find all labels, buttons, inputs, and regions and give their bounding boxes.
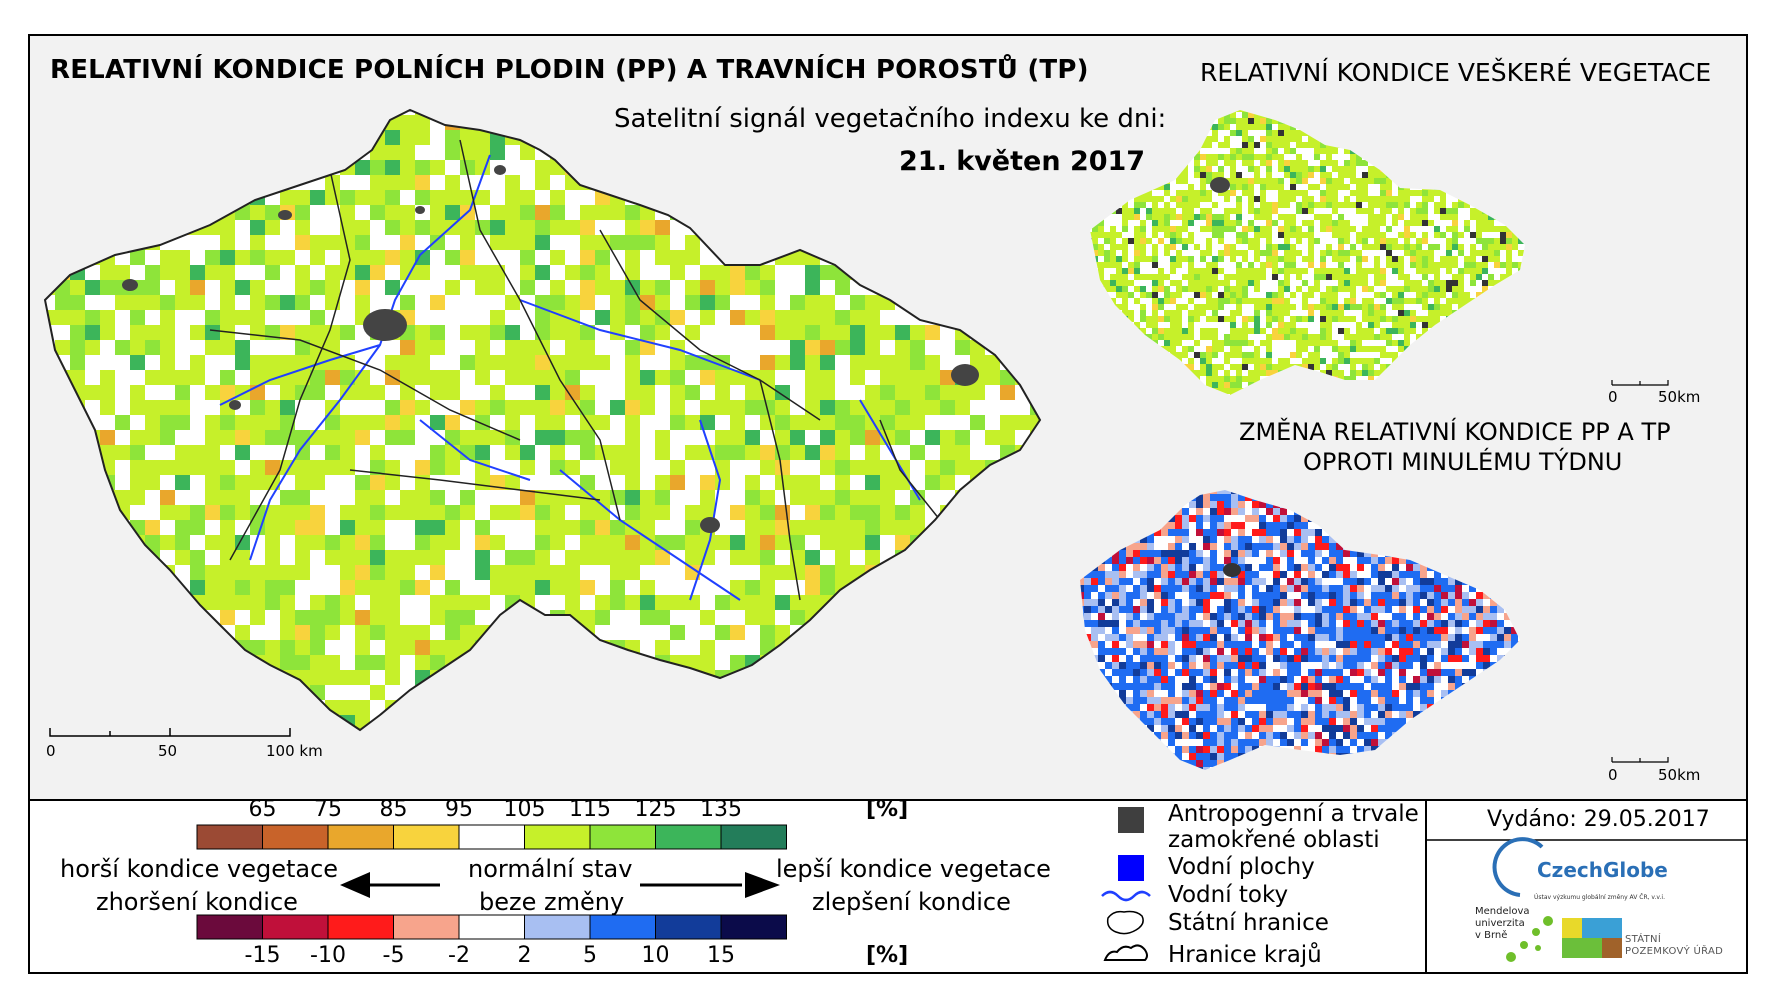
tick-label: 135	[700, 797, 742, 822]
tick-label: -2	[448, 943, 470, 968]
all-vegetation-map	[1090, 110, 1525, 395]
color-swatch	[589, 824, 656, 850]
mendel-logo-icon	[1506, 916, 1553, 962]
top-scale-bar	[1611, 380, 1669, 386]
main-scale-bar	[49, 728, 291, 737]
color-swatch	[655, 824, 722, 850]
tick-label: -5	[382, 943, 405, 968]
bottom-scale-50: 50km	[1658, 766, 1700, 784]
anthropogenic-label-1: Antropogenní a trvale	[1168, 801, 1419, 827]
czechglobe-subtitle: Ústav výzkumu globální změny AV ČR, v.v.…	[1534, 894, 1665, 901]
spu-logo-icon	[1562, 918, 1622, 958]
mendel-logo-text: Mendelova univerzita v Brně	[1475, 906, 1530, 942]
tick-label: 5	[583, 943, 597, 968]
anthropogenic-label-2: zamokřené oblasti	[1168, 827, 1380, 853]
scale-label-0: 0	[46, 742, 56, 760]
worse-arrow	[340, 872, 440, 898]
color-swatch	[655, 914, 722, 940]
color-swatch	[524, 914, 591, 940]
tick-label: 2	[517, 943, 532, 968]
spu-line1: STÁTNÍ	[1625, 934, 1662, 945]
tick-label: -10	[310, 943, 346, 968]
color-swatch	[589, 914, 656, 940]
color-swatch	[327, 824, 394, 850]
main-title: RELATIVNÍ KONDICE POLNÍCH PLODIN (PP) A …	[50, 55, 1089, 85]
spu-logo-text: STÁTNÍ POZEMKOVÝ ÚŘAD	[1625, 934, 1723, 958]
better-arrow	[640, 872, 780, 898]
better-line1: lepší kondice vegetace	[776, 855, 1051, 883]
tick-label: 85	[379, 797, 408, 822]
scale-label-100: 100 km	[266, 742, 323, 760]
color-swatch	[458, 914, 525, 940]
change-title-line1: ZMĚNA RELATIVNÍ KONDICE PP A TP	[1239, 418, 1671, 446]
all-vegetation-title: RELATIVNÍ KONDICE VEŠKERÉ VEGETACE	[1200, 58, 1712, 87]
rivers-label: Vodní toky	[1168, 882, 1289, 908]
color-swatch	[393, 914, 460, 940]
color-swatch	[196, 914, 263, 940]
bottom-scale-0: 0	[1608, 766, 1618, 784]
worse-line2: zhoršení kondice	[96, 888, 298, 916]
better-line2: zlepšení kondice	[812, 888, 1011, 916]
state-border-label: Státní hranice	[1168, 910, 1329, 936]
spu-line2: POZEMKOVÝ ÚŘAD	[1625, 946, 1724, 957]
worse-line1: horší kondice vegetace	[60, 855, 339, 883]
region-border-label: Hranice krajů	[1168, 942, 1322, 968]
scale-label-50: 50	[158, 742, 177, 760]
top-scale-50: 50km	[1658, 388, 1700, 406]
satellite-signal-label: Satelitní signál vegetačního indexu ke d…	[614, 104, 1167, 134]
color-swatch	[196, 824, 263, 850]
region-borders	[209, 139, 941, 601]
issued-date: Vydáno: 29.05.2017	[1487, 807, 1710, 832]
water-label: Vodní plochy	[1168, 854, 1315, 880]
tick-label: 125	[634, 797, 677, 822]
top-scale-0: 0	[1608, 388, 1618, 406]
rivers	[219, 154, 921, 601]
tick-label: 115	[569, 797, 611, 822]
water-swatch	[1118, 855, 1144, 881]
normal-line1: normální stav	[468, 855, 633, 883]
condition-color-scale	[196, 824, 787, 850]
czechglobe-logo-text: CzechGlobe	[1537, 858, 1668, 882]
color-swatch	[720, 914, 787, 940]
state-border-symbol	[1106, 910, 1144, 935]
main-condition-map	[44, 109, 1041, 731]
mendel-line3: v Brně	[1475, 930, 1508, 941]
tick-label: 15	[707, 943, 735, 968]
change-color-scale	[196, 914, 787, 940]
color-swatch	[720, 824, 787, 850]
condition-unit: [%]	[866, 797, 909, 822]
color-swatch	[458, 824, 525, 850]
mendel-line2: univerzita	[1475, 918, 1525, 929]
river-symbol	[1101, 890, 1151, 902]
color-swatch	[262, 914, 329, 940]
change-title-line2: OPROTI MINULÉMU TÝDNU	[1303, 448, 1623, 476]
tick-label: 105	[503, 797, 546, 822]
tick-label: 65	[248, 797, 277, 822]
date-label: 21. květen 2017	[899, 146, 1146, 177]
region-border-symbol	[1103, 944, 1148, 961]
tick-label: 95	[445, 797, 473, 822]
mendel-line1: Mendelova	[1475, 906, 1530, 917]
color-swatch	[393, 824, 460, 850]
change-map	[1080, 490, 1520, 770]
color-swatch	[327, 914, 394, 940]
czechglobe-logo-icon	[1492, 837, 1544, 897]
tick-label: 10	[641, 943, 670, 968]
anthropogenic-swatch	[1118, 807, 1144, 833]
color-swatch	[524, 824, 591, 850]
color-swatch	[262, 824, 329, 850]
tick-label: -15	[244, 943, 281, 968]
change-unit: [%]	[866, 943, 909, 968]
bottom-scale-bar	[1611, 757, 1669, 763]
tick-label: 75	[314, 797, 342, 822]
normal-line2: beze změny	[479, 888, 625, 916]
anthropogenic-areas	[122, 165, 979, 533]
